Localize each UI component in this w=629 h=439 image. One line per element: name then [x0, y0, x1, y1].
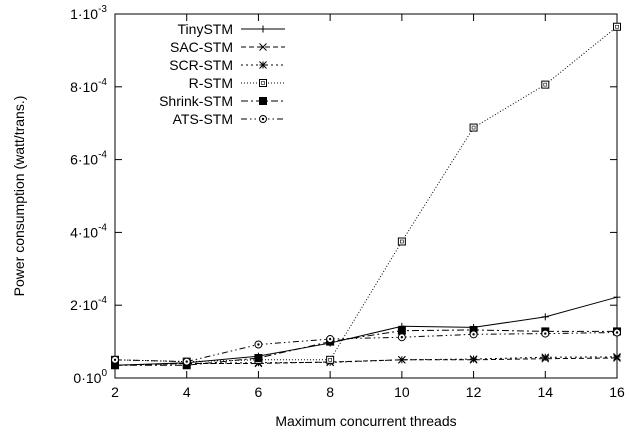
- marker-stroke: [259, 43, 267, 51]
- marker-stroke: [397, 237, 406, 246]
- marker-stroke: [543, 82, 548, 87]
- data-point-marker: [398, 355, 406, 364]
- y-axis-ticks: 0·100 2·10-4 4·10-4 6·10-4 8·10-4 1·10-3: [70, 4, 617, 386]
- marker-stroke: [259, 61, 267, 69]
- marker-stroke: [328, 357, 332, 362]
- series-line: [115, 329, 617, 366]
- data-point-marker: [259, 97, 267, 105]
- marker-stroke: [541, 353, 550, 362]
- marker-stroke: [261, 81, 265, 85]
- data-point-marker: [613, 22, 621, 31]
- data-point-marker: [397, 333, 406, 342]
- legend-item: ATS-STM: [173, 111, 285, 127]
- marker-stroke: [541, 80, 550, 89]
- marker-stroke: [613, 22, 621, 31]
- data-point-marker: [259, 43, 267, 51]
- y-tick-label: 8·10-4: [70, 77, 107, 95]
- marker-stroke: [469, 355, 478, 363]
- series-line: [114, 356, 618, 366]
- marker-stroke: [615, 331, 619, 334]
- legend-label: SCR-STM: [169, 57, 233, 73]
- data-point-marker: [541, 313, 549, 321]
- data-point-marker: [326, 355, 335, 364]
- y-tick-label: 6·10-4: [70, 150, 107, 168]
- y-tick-label: 1·10-3: [70, 4, 107, 22]
- series-line: [114, 332, 618, 363]
- data-point-marker: [254, 353, 263, 362]
- marker-stroke: [326, 355, 335, 364]
- marker-stroke: [400, 336, 404, 339]
- series-group: [111, 22, 621, 370]
- marker-stroke: [613, 353, 621, 361]
- data-point-marker: [469, 355, 478, 363]
- marker-stroke: [400, 239, 404, 244]
- x-tick-label: 6: [255, 384, 263, 400]
- data-point-marker: [613, 293, 621, 301]
- legend: TinySTM SAC-STM SCR-STM R-STM Shrink-STM ATS-…: [159, 21, 285, 127]
- legend-label: Shrink-STM: [159, 93, 233, 109]
- data-point-marker: [259, 79, 267, 87]
- marker-stroke: [471, 125, 476, 130]
- marker-stroke: [113, 358, 117, 361]
- legend-item: Shrink-STM: [159, 93, 285, 109]
- data-point-marker: [469, 123, 478, 132]
- x-tick-label: 10: [394, 384, 410, 400]
- data-point-marker: [613, 328, 621, 337]
- marker-stroke: [328, 337, 332, 341]
- marker-stroke: [544, 332, 547, 335]
- y-tick-label: 2·10-4: [70, 295, 107, 313]
- series-line: [114, 296, 618, 366]
- x-tick-label: 8: [326, 384, 334, 400]
- x-tick-label: 2: [111, 384, 119, 400]
- y-tick-label: 4·10-4: [70, 222, 107, 240]
- legend-label: R-STM: [189, 75, 233, 91]
- x-tick-label: 14: [537, 384, 553, 400]
- marker-stroke: [615, 24, 619, 29]
- legend-label: TinySTM: [178, 21, 233, 37]
- x-tick-label: 16: [609, 384, 625, 400]
- x-tick-label: 4: [183, 384, 191, 400]
- data-point-marker: [259, 61, 267, 69]
- data-point-marker: [259, 115, 267, 123]
- series-ats-stm: [111, 328, 621, 366]
- data-point-marker: [397, 237, 406, 246]
- data-point-marker: [613, 353, 621, 361]
- legend-item: SAC-STM: [170, 39, 285, 55]
- data-point-marker: [397, 326, 406, 335]
- legend-item: R-STM: [189, 75, 285, 91]
- data-point-marker: [111, 355, 119, 364]
- marker-stroke: [261, 117, 265, 121]
- x-axis-title: Maximum concurrent threads: [275, 413, 456, 429]
- marker-stroke: [257, 343, 260, 346]
- data-point-marker: [541, 329, 550, 338]
- data-point-marker: [326, 335, 335, 344]
- data-point-marker: [259, 25, 267, 33]
- x-axis-ticks: 2 4 6 8 10 12 14 16: [111, 14, 625, 400]
- legend-label: SAC-STM: [170, 39, 233, 55]
- y-axis-title: Power consumption (watt/trans.): [11, 96, 27, 297]
- marker-stroke: [469, 123, 478, 132]
- data-point-marker: [182, 357, 191, 366]
- plot-frame: [114, 13, 618, 379]
- marker-stroke: [398, 355, 406, 364]
- y-tick-label: 0·100: [73, 368, 107, 386]
- legend-item: TinySTM: [178, 21, 285, 37]
- data-point-marker: [541, 80, 550, 89]
- legend-item: SCR-STM: [169, 57, 285, 73]
- data-point-marker: [254, 340, 263, 349]
- marker-stroke: [259, 79, 267, 87]
- plot-frame-group: [114, 13, 618, 379]
- marker-stroke: [185, 360, 188, 363]
- legend-label: ATS-STM: [173, 111, 233, 127]
- x-tick-label: 12: [466, 384, 482, 400]
- data-point-marker: [541, 353, 550, 362]
- data-point-marker: [469, 330, 478, 339]
- marker-stroke: [472, 333, 475, 336]
